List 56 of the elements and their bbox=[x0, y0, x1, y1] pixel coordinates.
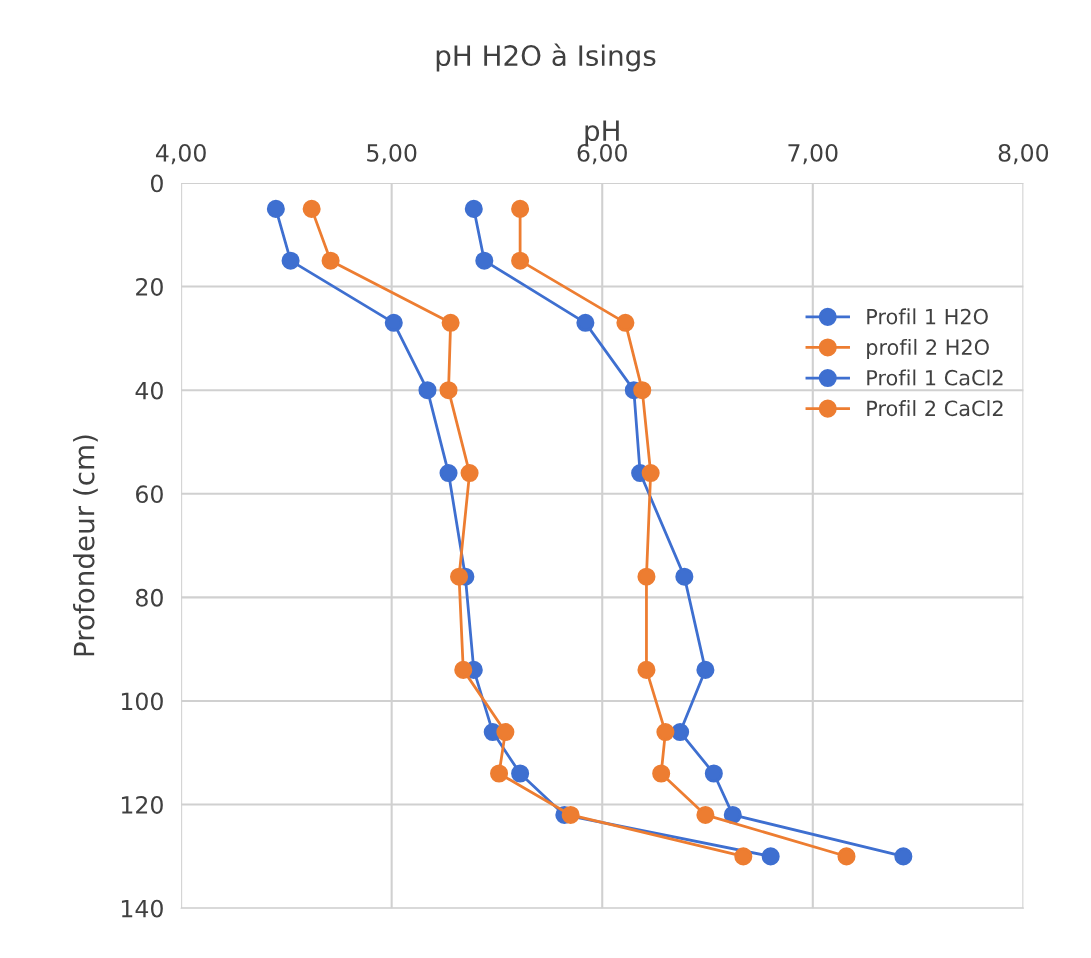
point bbox=[454, 660, 473, 679]
y-tick-label: 40 bbox=[135, 381, 163, 400]
point bbox=[633, 381, 652, 400]
point bbox=[511, 764, 530, 783]
point bbox=[450, 567, 469, 586]
point bbox=[696, 805, 715, 824]
y-tick-label: 0 bbox=[150, 174, 163, 193]
legend-label: Profil 2 CaCl2 bbox=[867, 400, 1003, 417]
point bbox=[675, 567, 694, 586]
y-axis-title: Profondeur (cm) bbox=[73, 435, 98, 656]
y-tick-label: 60 bbox=[136, 485, 163, 504]
point bbox=[696, 660, 715, 679]
y-tick-label: 120 bbox=[121, 796, 163, 814]
y-tick-label: 140 bbox=[121, 899, 163, 918]
point bbox=[475, 251, 494, 270]
point bbox=[894, 847, 913, 866]
point bbox=[837, 847, 856, 866]
legend-label: Profil 1 H2O bbox=[867, 308, 988, 325]
legend-label: profil 2 H2O bbox=[867, 338, 989, 360]
point bbox=[704, 764, 723, 783]
point bbox=[511, 199, 530, 218]
point bbox=[637, 567, 656, 586]
chart-title: pH H2O à Isings bbox=[436, 43, 656, 72]
point bbox=[511, 251, 530, 270]
y-tick-label: 80 bbox=[136, 588, 163, 607]
x-tick-label: 7,00 bbox=[788, 143, 838, 165]
point bbox=[321, 251, 340, 270]
point bbox=[656, 723, 675, 742]
point bbox=[266, 199, 285, 218]
point bbox=[302, 199, 321, 218]
point bbox=[439, 381, 458, 400]
x-tick-label: 8,00 bbox=[998, 143, 1049, 165]
point bbox=[671, 723, 690, 742]
point bbox=[281, 251, 300, 270]
point bbox=[384, 313, 403, 332]
y-tick-label: 20 bbox=[136, 278, 163, 296]
point bbox=[561, 805, 580, 824]
point bbox=[464, 199, 483, 218]
point bbox=[418, 381, 437, 400]
point bbox=[496, 723, 515, 742]
point bbox=[734, 847, 753, 866]
point bbox=[761, 847, 780, 866]
legend-label: Profil 1 CaCl2 bbox=[867, 369, 1003, 386]
point bbox=[490, 764, 509, 783]
y-tick-label: 100 bbox=[121, 692, 163, 711]
point bbox=[723, 805, 742, 824]
point bbox=[652, 764, 671, 783]
point bbox=[441, 313, 460, 332]
point bbox=[637, 660, 656, 679]
point bbox=[616, 313, 635, 332]
point bbox=[641, 464, 660, 483]
point bbox=[439, 464, 458, 483]
x-tick-label: 4,00 bbox=[155, 143, 206, 165]
point bbox=[576, 313, 595, 332]
x-tick-label: 5,00 bbox=[367, 143, 417, 165]
point bbox=[460, 464, 479, 483]
